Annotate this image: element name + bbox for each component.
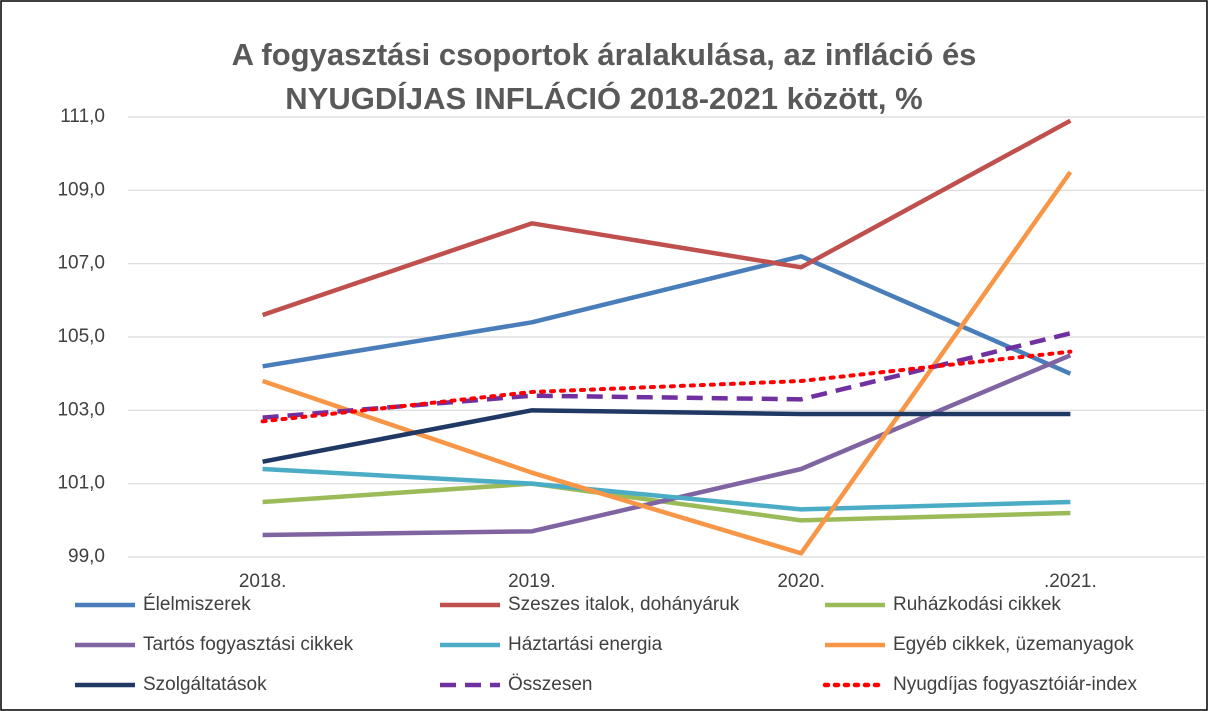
legend-label: Összesen — [508, 674, 592, 695]
legend-label: Szeszes italok, dohányáruk — [508, 594, 740, 615]
legend-label: Tartós fogyasztási cikkek — [143, 634, 354, 655]
line — [262, 331, 1071, 420]
x-tick-label: 2018. — [239, 571, 287, 592]
x-tick-label: 2019. — [508, 571, 556, 592]
line — [261, 170, 1073, 556]
line — [262, 466, 1071, 512]
legend-label: Élelmiszerek — [143, 594, 251, 615]
legend-label: Ruházkodási cikkek — [893, 594, 1061, 615]
x-tick-label: 2020. — [777, 571, 825, 592]
y-tick-label: 103,0 — [57, 399, 105, 420]
line — [261, 118, 1072, 318]
legend-label: Nyugdíjas fogyasztóiár-index — [893, 674, 1137, 695]
y-tick-label: 107,0 — [57, 253, 105, 274]
legend-label: Szolgáltatások — [143, 674, 267, 695]
y-tick-label: 99,0 — [68, 546, 105, 567]
y-tick-label: 101,0 — [57, 473, 105, 494]
x-tick-label: .2021. — [1044, 571, 1097, 592]
y-tick-label: 105,0 — [57, 326, 105, 347]
legend-label: Egyéb cikkek, üzemanyagok — [893, 634, 1134, 655]
chart-title: NYUGDÍJAS INFLÁCIÓ 2018-2021 között, % — [285, 80, 922, 116]
chart-title: A fogyasztási csoportok áralakulása, az … — [232, 37, 977, 72]
legend-label: Háztartási energia — [508, 634, 663, 655]
line — [262, 254, 1072, 376]
y-tick-label: 111,0 — [60, 106, 105, 127]
line — [262, 408, 1071, 464]
y-tick-label: 109,0 — [57, 179, 105, 200]
